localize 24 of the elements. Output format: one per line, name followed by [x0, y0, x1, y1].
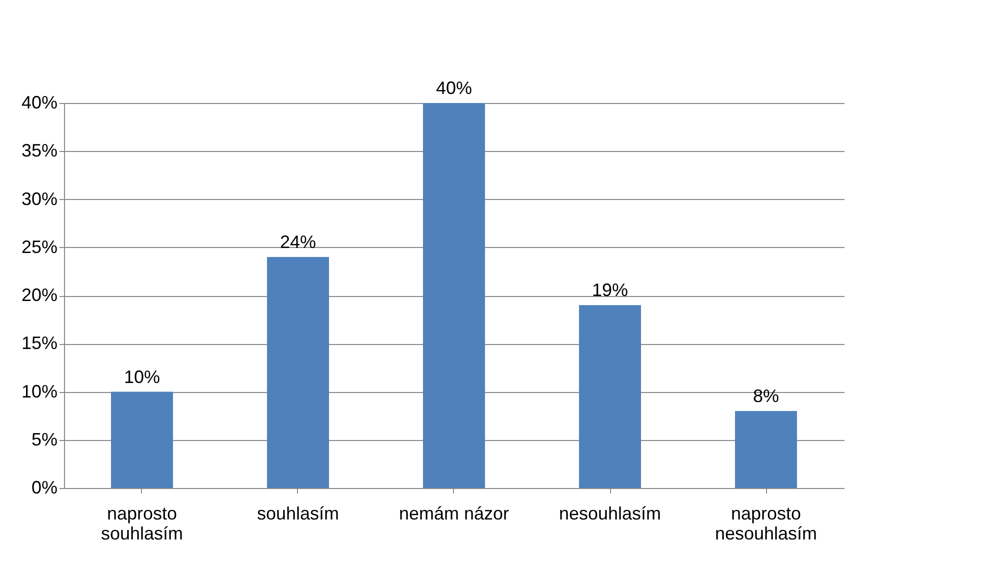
- x-tick-label: souhlasím: [256, 504, 340, 524]
- data-label: 19%: [592, 280, 628, 300]
- data-label: 10%: [124, 366, 160, 387]
- y-tick-label: 10%: [21, 381, 58, 402]
- y-tick-label: 0%: [31, 478, 58, 498]
- y-tick-label: 15%: [21, 333, 58, 354]
- x-tick-label: naprosto souhlasím: [100, 504, 184, 544]
- y-tick-label: 35%: [21, 140, 58, 161]
- y-tick-label: 20%: [21, 285, 58, 305]
- bar: [423, 103, 485, 488]
- y-tick-label: 40%: [21, 92, 58, 112]
- y-tick-label: 30%: [21, 188, 58, 209]
- y-tick-label: 25%: [21, 236, 58, 257]
- x-tick-label: naprosto nesouhlasím: [714, 504, 818, 544]
- bar: [579, 305, 641, 488]
- bar: [111, 392, 173, 488]
- y-tick-label: 5%: [31, 429, 58, 450]
- bar: [735, 411, 797, 488]
- data-label: 8%: [752, 386, 780, 406]
- data-label: 24%: [280, 232, 316, 252]
- data-label: 40%: [436, 78, 472, 98]
- x-tick-label: nesouhlasím: [558, 504, 662, 524]
- bar: [267, 257, 329, 488]
- x-tick-label: nemám názor: [398, 504, 510, 524]
